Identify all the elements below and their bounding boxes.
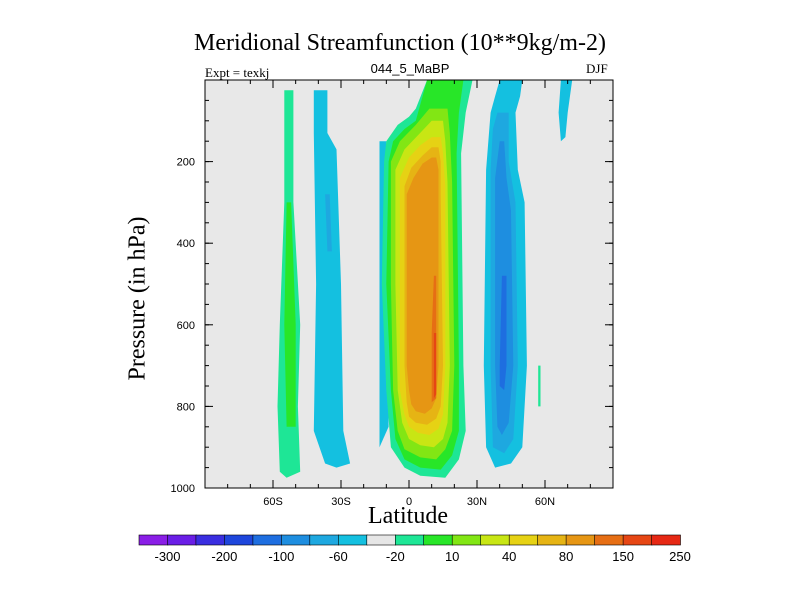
colorbar-swatch: [309, 534, 340, 546]
x-tick-label: 30S: [331, 496, 351, 508]
contour-tropic-350: [433, 333, 437, 399]
colorbar-swatch: [622, 534, 653, 546]
contour-tropic-250: [406, 157, 439, 414]
colorbar-swatch: [167, 534, 197, 546]
contour-band-45S-core: [325, 194, 332, 252]
colorbar-swatch: [366, 534, 397, 546]
colorbar-swatch: [394, 534, 425, 546]
x-tick-label: 60S: [263, 496, 283, 508]
colorbar: -300 -200 -100 -60 -20 10 40 80 150 250: [138, 534, 691, 564]
colorbar-swatch: [480, 534, 511, 546]
colorbar-label: -100: [268, 549, 294, 564]
colorbar-label: 250: [669, 549, 691, 564]
chart-title: Meridional Streamfunction (10**9kg/m-2): [194, 30, 606, 56]
colorbar-label: -20: [386, 549, 405, 564]
y-tick-label: 400: [177, 238, 195, 250]
colorbar-swatch: [337, 534, 368, 546]
x-tick-label: 30N: [467, 496, 487, 508]
colorbar-label: -300: [154, 549, 180, 564]
experiment-label: Expt = texkj: [205, 65, 270, 80]
y-tick-label: 600: [177, 320, 195, 332]
colorbar-swatch: [423, 534, 454, 546]
season-label: DJF: [586, 61, 608, 76]
colorbar-label: 150: [612, 549, 634, 564]
colorbar-swatch: [565, 534, 596, 546]
colorbar-swatch: [651, 534, 681, 546]
y-tick-label: 1000: [171, 483, 195, 495]
colorbar-swatch: [537, 534, 567, 546]
colorbar-swatch: [252, 534, 283, 546]
contour-band-60S-core: [284, 202, 296, 427]
colorbar-swatch: [281, 534, 311, 546]
colorbar-label: 80: [559, 549, 573, 564]
contour-fills: [277, 80, 573, 478]
x-tick-label: 60N: [535, 496, 555, 508]
colorbar-label: -200: [211, 549, 237, 564]
colorbar-swatch: [594, 534, 624, 546]
contour-polar-north-negative: [558, 80, 573, 142]
axes: 60S 30S 0 30N 60N 200 400 600 800 1000: [171, 80, 614, 508]
colorbar-swatch: [451, 534, 482, 546]
colorbar-label: 10: [445, 549, 459, 564]
colorbar-label: -60: [329, 549, 348, 564]
colorbar-swatch: [138, 534, 169, 546]
contour-north-60-speck: [538, 365, 541, 407]
contour-band-45S-negative: [313, 90, 351, 468]
y-tick-label: 800: [177, 401, 195, 413]
time-label: 044_5_MaBP: [370, 61, 450, 76]
y-tick-label: 200: [177, 157, 195, 169]
contour-band-40N-core: [499, 275, 507, 391]
x-axis-label: Latitude: [368, 503, 448, 529]
colorbar-swatch: [224, 534, 254, 546]
colorbar-label: 40: [502, 549, 516, 564]
x-tick-label: 0: [406, 496, 412, 508]
colorbar-swatch: [195, 534, 226, 546]
colorbar-swatch: [508, 534, 539, 546]
